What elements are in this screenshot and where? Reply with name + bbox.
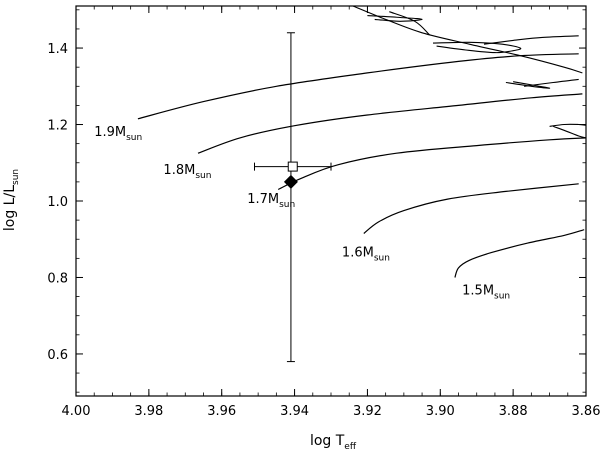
track-line-1-9m [137,53,579,120]
plot-frame [75,5,587,397]
extra-track-segment [352,6,583,74]
mass-label-3: 1.8Msun [163,163,211,181]
y-tick-label: 1.2 [47,119,68,134]
mass-label-2: 1.7Msun [247,192,295,210]
extra-track-segment [524,78,579,87]
markers-layer [283,161,298,189]
mass-label-main: 1.7M [247,192,279,207]
x-axis-label-main: log T [310,433,345,449]
axes-layer [75,5,587,397]
x-tick-label: 3.88 [499,404,528,419]
mass-label-sub: sun [494,292,510,302]
extra-track-segment [432,41,522,54]
curves-layer [137,6,586,278]
y-axis-label-sub: sun [11,169,21,185]
extra-track-segment [389,11,430,36]
y-tick-label: 1.0 [47,195,68,210]
x-tick-label: 3.96 [207,404,236,419]
ticks-layer: 4.00 3.98 3.96 3.94 3.92 3.90 3.88 3.86 0.6 0.8 1.… [47,6,600,419]
track-line-1-7m [277,137,586,191]
mass-label-sub: sun [195,171,211,181]
x-axis-label-sub: eff [344,442,357,452]
y-tick-label: 1.4 [47,42,68,57]
mass-label-main: 1.5M [462,284,494,299]
mass-label-sub: sun [374,253,390,263]
mass-label-0: 1.5Msun [462,284,510,302]
extra-track-segment [505,81,551,89]
extra-track-segment [553,125,586,139]
mass-label-sub: sun [279,200,295,210]
extra-track-segment [483,35,579,45]
track-line-1-5m [454,229,585,278]
x-tick-label: 3.94 [280,404,309,419]
y-tick-label: 0.8 [47,271,68,286]
x-tick-label: 3.86 [572,404,600,419]
mass-label-sub: sun [126,133,142,143]
mass-label-1: 1.6Msun [342,245,390,263]
x-tick-label: 4.00 [62,404,91,419]
observed-point-diamond [283,174,298,189]
mass-label-main: 1.8M [163,163,195,178]
y-axis-label-main: log L/L [2,185,18,231]
model-point-square [287,161,298,172]
y-tick-label: 0.6 [47,348,68,363]
track-line-1-6m [363,183,579,234]
x-tick-label: 3.98 [134,404,163,419]
y-axis-label: log L/Lsun [2,169,21,231]
x-tick-label: 3.92 [353,404,382,419]
mass-label-main: 1.6M [342,245,374,260]
x-axis-label: log Teff [310,433,357,452]
x-tick-label: 3.90 [426,404,455,419]
mass-label-4: 1.9Msun [94,125,142,143]
mass-label-main: 1.9M [94,125,126,140]
track-line-1-8m [197,93,583,154]
extra-track-segment [367,15,423,22]
